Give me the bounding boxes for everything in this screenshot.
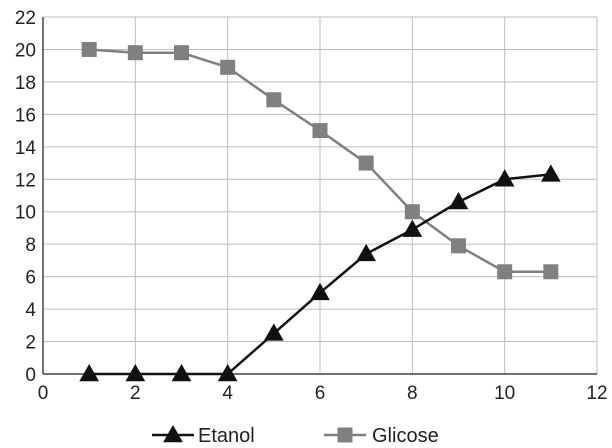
- data-point-etanol: [263, 323, 284, 341]
- legend-label: Etanol: [198, 425, 255, 447]
- data-point-etanol: [125, 363, 146, 382]
- legend: Etanol Glicose: [152, 424, 439, 447]
- y-tick-label: 2: [25, 333, 36, 354]
- y-tick-label: 22: [15, 8, 36, 29]
- y-tick-label: 18: [15, 73, 36, 94]
- data-point-etanol: [448, 191, 469, 210]
- x-tick-label: 12: [586, 383, 607, 404]
- y-tick-label: 14: [15, 138, 37, 159]
- x-tick-label: 2: [130, 383, 141, 404]
- data-point-etanol: [494, 169, 515, 187]
- data-point-etanol: [356, 243, 377, 262]
- data-point-glicose: [543, 264, 559, 280]
- y-tick-label: 4: [25, 300, 36, 321]
- data-point-glicose: [312, 123, 328, 139]
- data-point-etanol: [79, 363, 100, 382]
- data-point-glicose: [404, 204, 420, 220]
- data-point-etanol: [217, 363, 238, 382]
- legend-marker-glicose: [337, 427, 353, 443]
- x-tick-label: 4: [222, 383, 233, 404]
- data-point-glicose: [220, 59, 236, 75]
- y-tick-label: 8: [25, 235, 36, 256]
- data-point-glicose: [358, 155, 374, 171]
- x-tick-label: 8: [407, 383, 418, 404]
- data-point-glicose: [497, 264, 513, 280]
- data-point-etanol: [540, 164, 561, 182]
- legend-marker-etanol: [163, 424, 183, 443]
- y-tick-label: 10: [15, 203, 36, 224]
- data-point-glicose: [81, 41, 97, 57]
- series-group: [79, 41, 561, 382]
- series-etanol: [79, 164, 561, 382]
- grid: [42, 16, 598, 375]
- data-point-etanol: [171, 363, 192, 382]
- legend-item-glicose: Glicose: [324, 425, 439, 447]
- data-point-glicose: [451, 238, 466, 254]
- y-tick-label: 12: [15, 170, 36, 191]
- data-point-glicose: [174, 45, 189, 61]
- x-tick-label: 10: [494, 383, 515, 404]
- series-glicose: [81, 41, 559, 280]
- legend-label: Glicose: [372, 425, 439, 447]
- data-point-glicose: [266, 92, 282, 108]
- y-tick-label: 16: [15, 105, 36, 126]
- y-tick-label: 0: [25, 365, 36, 386]
- y-axis-ticks: 0 2 4 6 8 10 12 14 16 18 20 22: [15, 8, 37, 386]
- y-tick-label: 20: [15, 40, 36, 61]
- x-tick-label: 6: [315, 383, 326, 404]
- x-tick-label: 0: [38, 383, 49, 404]
- x-axis-ticks: 0 2 4 6 8 10 12: [38, 383, 608, 404]
- data-point-etanol: [402, 219, 423, 237]
- data-point-etanol: [310, 282, 330, 301]
- legend-item-etanol: Etanol: [152, 424, 255, 447]
- data-point-glicose: [127, 45, 143, 61]
- y-tick-label: 6: [25, 268, 36, 289]
